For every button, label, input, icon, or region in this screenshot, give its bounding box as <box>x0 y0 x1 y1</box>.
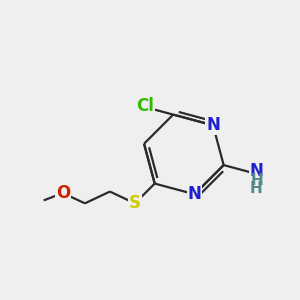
Text: S: S <box>129 194 141 212</box>
Text: O: O <box>56 184 70 202</box>
Text: N: N <box>188 185 202 203</box>
Text: Cl: Cl <box>136 97 154 115</box>
Text: H: H <box>250 181 262 196</box>
Text: N: N <box>250 162 263 180</box>
Text: N: N <box>206 116 220 134</box>
Text: H: H <box>251 173 263 188</box>
